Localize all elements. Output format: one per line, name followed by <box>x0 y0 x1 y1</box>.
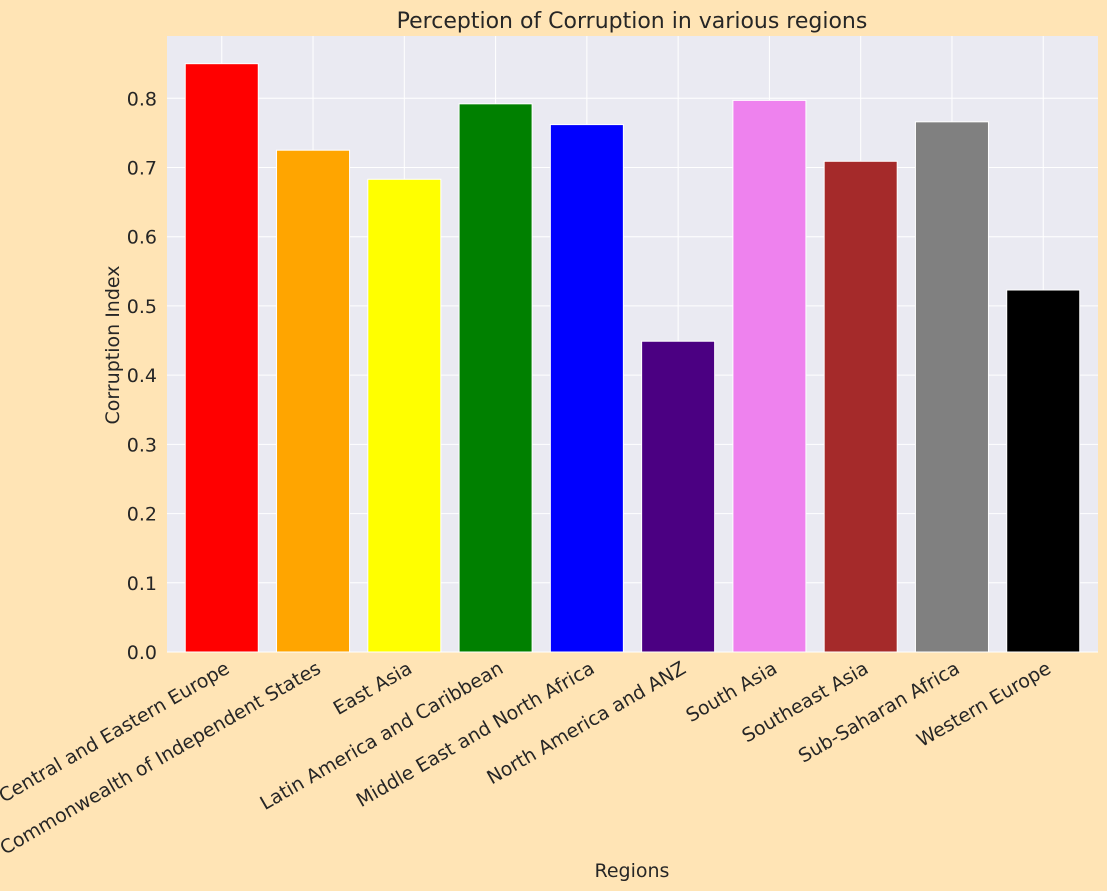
bar <box>1006 289 1081 653</box>
y-tick-label: 0.0 <box>127 642 157 664</box>
x-tick-label: Sub-Saharan Africa <box>795 657 964 767</box>
y-tick-label: 0.8 <box>127 88 157 110</box>
bars-group <box>184 63 1081 653</box>
y-tick-label: 0.7 <box>127 158 157 180</box>
y-tick-label: 0.3 <box>127 434 157 456</box>
bar <box>367 178 442 653</box>
bar <box>549 124 624 653</box>
bar <box>732 99 807 653</box>
bar <box>641 340 716 653</box>
chart-title: Perception of Corruption in various regi… <box>397 9 868 34</box>
x-axis-label: Regions <box>595 860 670 882</box>
bar <box>184 63 259 653</box>
y-tick-label: 0.1 <box>127 573 157 595</box>
y-axis-ticks: 0.0 0.1 0.2 0.3 0.4 0.5 0.6 0.7 0.8 <box>127 88 157 664</box>
bar <box>823 160 898 653</box>
bar <box>276 149 351 653</box>
y-axis-label: Corruption Index <box>102 265 124 424</box>
bar <box>914 121 989 653</box>
y-tick-label: 0.5 <box>127 296 157 318</box>
y-tick-label: 0.4 <box>127 365 157 387</box>
y-tick-label: 0.2 <box>127 504 157 526</box>
bar <box>458 103 533 653</box>
y-tick-label: 0.6 <box>127 227 157 249</box>
